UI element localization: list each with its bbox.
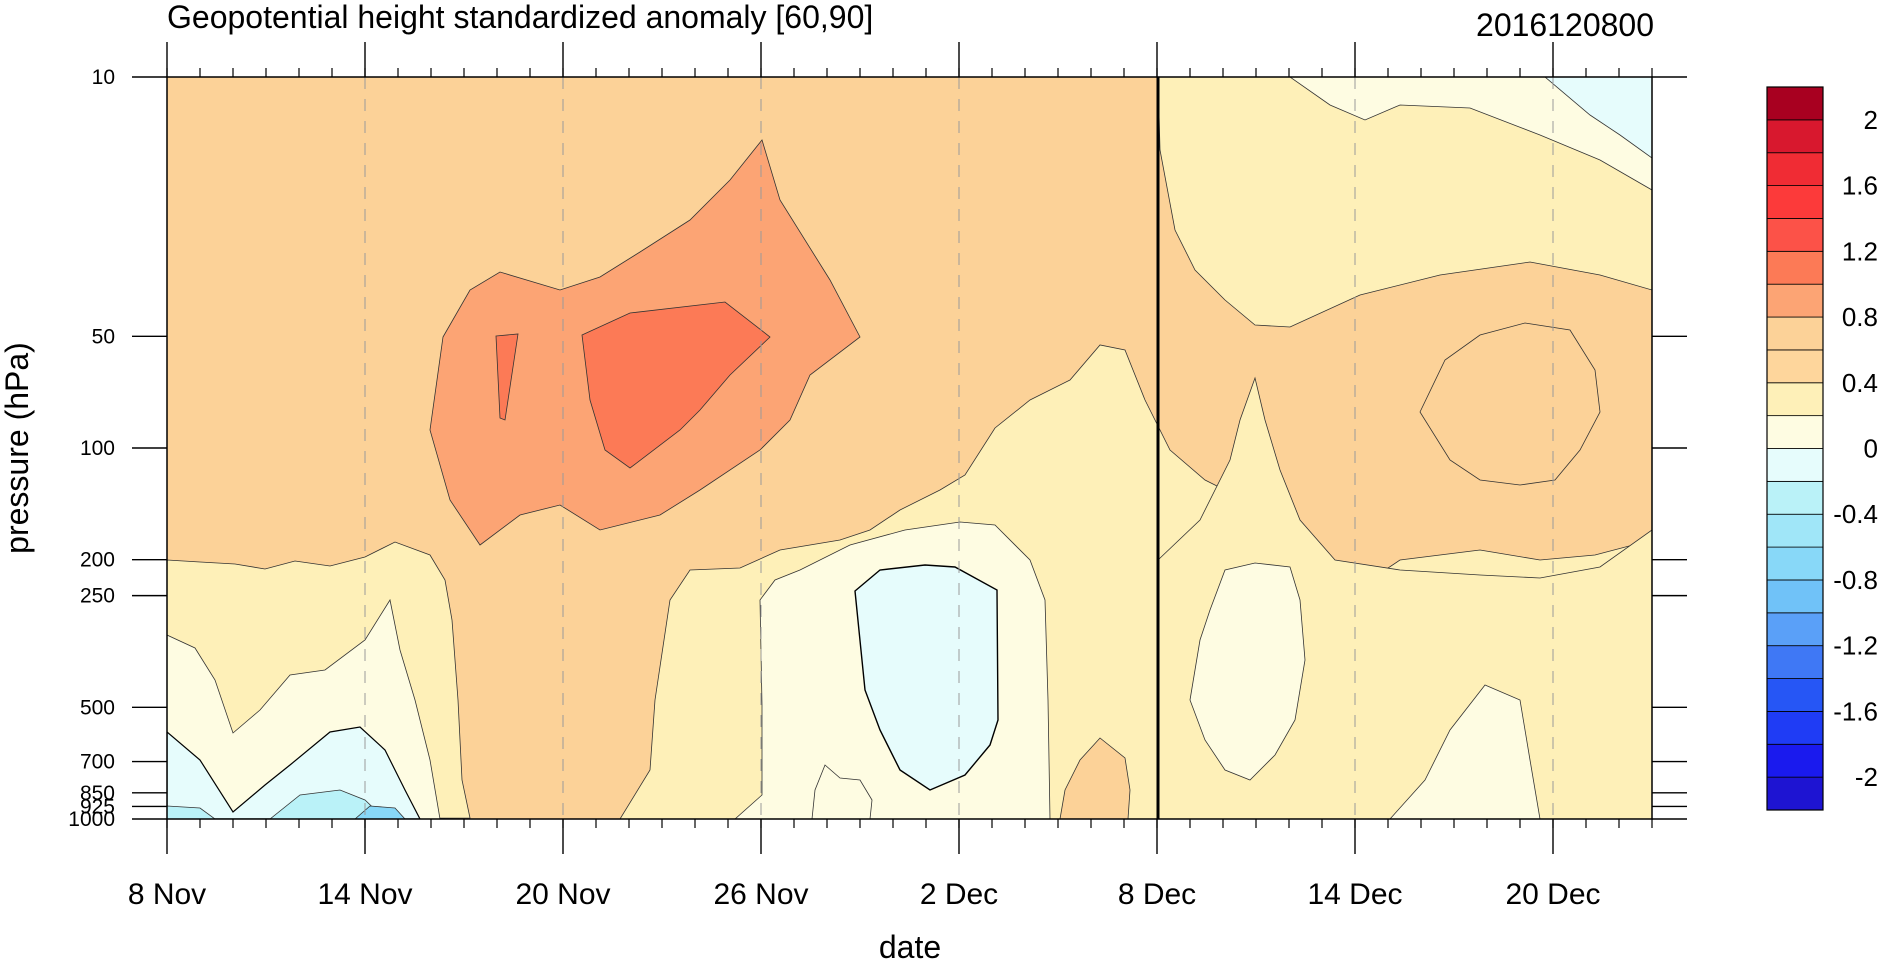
colorbar-swatch (1766, 513, 1824, 548)
colorbar-swatch (1766, 218, 1824, 252)
colorbar-label: 1.2 (1842, 236, 1878, 266)
colorbar: 2 1.6 1.2 0.8 0.4 0 -0.4 -0.8 -1.2 -1.6 -2 (1766, 86, 1878, 811)
colorbar-label: 0.8 (1842, 302, 1878, 332)
region-0-0.2-right-bottom (1189, 562, 1306, 781)
colorbar-frame (1766, 86, 1824, 811)
region-0.4-0.6-blob (1059, 737, 1131, 819)
colorbar-swatch (1766, 119, 1824, 154)
region-neg2-left (167, 789, 386, 819)
colorbar-swatch (1766, 382, 1824, 417)
grid-lines (364, 77, 1554, 819)
colorbar-swatch (1766, 645, 1824, 679)
region-neg-right-top (1544, 77, 1652, 159)
colorbar-label: -0.8 (1833, 565, 1878, 595)
x-axis: 8 Nov 14 Nov 20 Nov 26 Nov 2 Dec 8 Dec 14 Dec 2… (128, 42, 1653, 911)
colorbar-swatch (1766, 250, 1824, 285)
region-neg-center (854, 564, 999, 791)
colorbar-swatch (1766, 776, 1824, 811)
colorbar-swatch (1766, 283, 1824, 318)
y-tick-label: 100 (80, 437, 115, 460)
region-1.2-1.6-b (581, 301, 771, 469)
colorbar-swatch (1766, 480, 1824, 515)
region-neg-left (167, 726, 421, 819)
colorbar-label: -1.2 (1833, 631, 1878, 661)
x-tick-label: 14 Nov (317, 878, 412, 911)
y-tick-label: 10 (92, 66, 115, 89)
x-tick-label: 2 Dec (920, 878, 998, 911)
y-tick-label: 50 (92, 325, 115, 348)
colorbar-swatch (1766, 349, 1824, 384)
colorbar-swatch (1766, 185, 1824, 219)
region-1.2-1.6-a (495, 333, 519, 421)
colorbar-label: 2 (1864, 105, 1878, 135)
colorbar-swatch (1766, 743, 1824, 778)
timestamp-label: 2016120800 (1476, 7, 1654, 43)
y-tick-label: 925 (80, 795, 115, 818)
colorbar-swatch (1766, 316, 1824, 351)
y-tick-label: 500 (80, 696, 115, 719)
x-axis-label: date (879, 929, 941, 963)
colorbar-swatch (1766, 415, 1824, 449)
colorbar-label: -2 (1855, 762, 1878, 792)
colorbar-label: 0.4 (1842, 368, 1878, 398)
x-tick-label: 8 Nov (128, 878, 206, 911)
contour-field (167, 77, 1652, 819)
region-0.2-0.4-right-top (1157, 77, 1652, 328)
colorbar-swatch (1766, 711, 1824, 745)
colorbar-label: 1.6 (1842, 171, 1878, 201)
y-axis-label: pressure (hPa) (0, 342, 35, 554)
colorbar-swatch (1766, 448, 1824, 482)
colorbar-swatch (1766, 579, 1824, 614)
x-tick-label: 8 Dec (1118, 878, 1196, 911)
y-tick-label: 250 (80, 585, 115, 608)
region-0.6-ring (1419, 322, 1601, 486)
colorbar-swatch (1766, 612, 1824, 647)
x-tick-label: 20 Dec (1505, 878, 1600, 911)
region-0-0.2-right-top (1289, 77, 1652, 191)
x-tick-label: 20 Nov (515, 878, 610, 911)
y-tick-label: 200 (80, 549, 115, 572)
colorbar-swatch (1766, 678, 1824, 712)
region-0-0.2-right-low (1389, 684, 1541, 819)
colorbar-label: -0.4 (1833, 499, 1878, 529)
colorbar-swatch (1766, 86, 1824, 121)
x-tick-label: 26 Nov (713, 878, 808, 911)
chart-title: Geopotential height standardized anomaly… (167, 0, 873, 35)
colorbar-label: 0 (1864, 434, 1878, 464)
colorbar-label: -1.6 (1833, 696, 1878, 726)
y-tick-label: 1000 (68, 808, 115, 831)
x-tick-label: 14 Dec (1307, 878, 1402, 911)
y-tick-label: 850 (80, 782, 115, 805)
colorbar-swatch (1766, 152, 1824, 186)
region-0.2-blob2 (811, 764, 873, 819)
colorbar-swatch (1766, 546, 1824, 581)
y-tick-label: 700 (80, 751, 115, 774)
